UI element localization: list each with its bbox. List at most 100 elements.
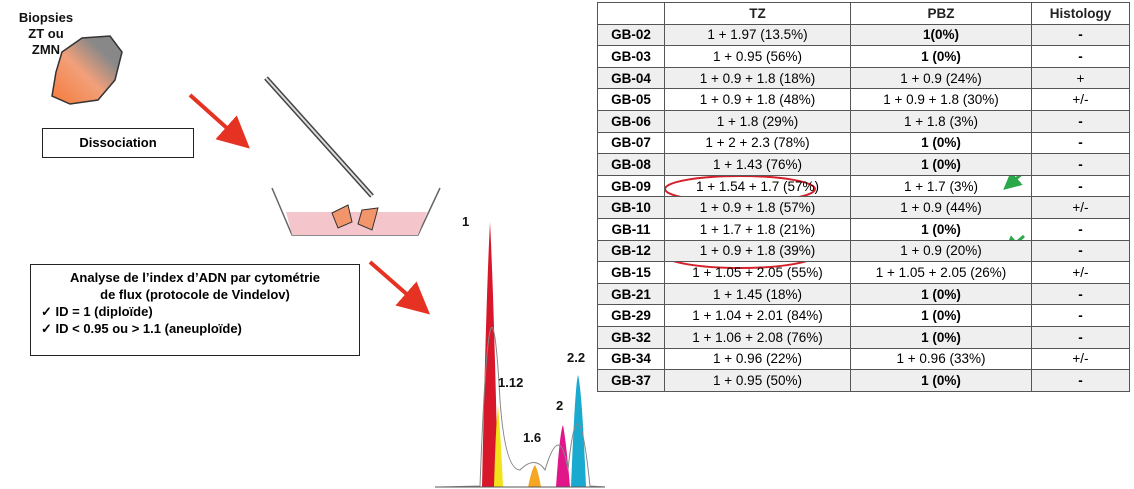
table-cell: - <box>1031 282 1130 306</box>
table-cell: 1 (0%) <box>850 325 1032 349</box>
peak <box>494 405 503 487</box>
table-row: GB-11 1 + 1.7 + 1.8 (21%) 1 (0%) - <box>597 217 1130 241</box>
table-cell: 1 + 1.05 + 2.05 (55%) <box>664 261 851 284</box>
fragment <box>331 204 353 229</box>
table-cell: 1 (0%) <box>850 282 1032 306</box>
table-cell: 1 + 1.06 + 2.08 (76%) <box>664 325 851 349</box>
table-cell: GB-08 <box>597 153 665 176</box>
table-row: GB-21 1 + 1.45 (18%) 1 (0%) - <box>597 282 1130 306</box>
table-cell: 1 (0%) <box>850 217 1032 241</box>
table-cell: 1 + 0.96 (22%) <box>664 347 851 371</box>
text: de flux (protocole de Vindelov) <box>100 287 290 302</box>
table-cell: GB-21 <box>597 282 665 306</box>
table-row: GB-03 1 + 0.95 (56%) 1 (0%) - <box>597 45 1130 68</box>
tissue <box>51 35 123 105</box>
table-cell: 1(0%) <box>850 23 1032 47</box>
peak-label: 1.6 <box>523 430 542 445</box>
table-cell: GB-11 <box>597 217 665 241</box>
analysis-box: Analyse de l’index d’ADN par cytométrie … <box>30 264 360 356</box>
text: ✓ ID < 0.95 ou > 1.1 (aneuploïde) <box>41 321 242 336</box>
biopsy-label: Biopsies ZT ou ZMN <box>16 10 76 58</box>
table-cell: GB-29 <box>597 304 665 327</box>
peak <box>528 465 541 487</box>
table-cell: 1 + 1.97 (13.5%) <box>664 23 851 47</box>
peak-label: 2 <box>556 398 564 413</box>
table-row: GB-29 1 + 1.04 + 2.01 (84%) 1 (0%) - <box>597 304 1130 327</box>
table-cell: +/- <box>1031 88 1130 111</box>
table-row: GB-12 1 + 0.9 + 1.8 (39%) 1 + 0.9 (20%) - <box>597 239 1130 263</box>
header-row: TZ PBZ Histology <box>597 2 1130 25</box>
table-cell: 1 + 0.9 + 1.8 (57%) <box>664 196 851 219</box>
column-header: PBZ <box>850 2 1032 25</box>
table-row: GB-34 1 + 0.96 (22%) 1 + 0.96 (33%) +/- <box>597 347 1130 371</box>
table-cell: GB-05 <box>597 88 665 111</box>
medium <box>286 212 427 235</box>
table-row: GB-06 1 + 1.8 (29%) 1 + 1.8 (3%) - <box>597 109 1130 133</box>
peak <box>482 222 498 487</box>
peak-label: 1.12 <box>498 375 524 390</box>
table-cell: 1 (0%) <box>850 45 1032 68</box>
table-cell: - <box>1031 153 1130 176</box>
arrow <box>368 260 431 315</box>
table-cell: 1 + 0.9 (20%) <box>850 239 1032 263</box>
results-table: TZ PBZ Histology GB-02 1 + 1.97 (13.5%) 1(0%)… <box>597 2 1130 392</box>
table-cell: 1 + 0.9 + 1.8 (18%) <box>664 66 851 90</box>
table-cell: 1 + 0.95 (50%) <box>664 369 851 392</box>
table-cell: 1 + 1.54 + 1.7 (57%) <box>664 174 851 198</box>
table-row: GB-15 1 + 1.05 + 2.05 (55%) 1 + 1.05 + 2.0… <box>597 261 1130 284</box>
table-row: GB-08 1 + 1.43 (76%) 1 (0%) - <box>597 153 1130 176</box>
table-cell: 1 + 0.9 + 1.8 (30%) <box>850 88 1032 111</box>
table-cell: 1 + 0.9 + 1.8 (39%) <box>664 239 851 263</box>
table-cell: - <box>1031 131 1130 155</box>
column-header <box>597 2 665 25</box>
table-cell: GB-32 <box>597 325 665 349</box>
fragment <box>357 207 379 231</box>
table-cell: 1 + 2 + 2.3 (78%) <box>664 131 851 155</box>
table-cell: + <box>1031 66 1130 90</box>
table-cell: - <box>1031 45 1130 68</box>
peak <box>556 425 570 487</box>
table-row: GB-02 1 + 1.97 (13.5%) 1(0%) - <box>597 23 1130 47</box>
table-cell: - <box>1031 109 1130 133</box>
table-cell: 1 (0%) <box>850 369 1032 392</box>
table-cell: GB-07 <box>597 131 665 155</box>
table-cell: 1 + 1.43 (76%) <box>664 153 851 176</box>
text: ✓ ID = 1 (diploïde) <box>41 304 153 319</box>
table-cell: 1 + 1.7 (3%) <box>850 174 1032 198</box>
table-cell: 1 + 0.9 (24%) <box>850 66 1032 90</box>
table-cell: GB-37 <box>597 369 665 392</box>
column-header: Histology <box>1031 2 1130 25</box>
table-cell: GB-06 <box>597 109 665 133</box>
table-cell: - <box>1031 304 1130 327</box>
table-row: GB-09 1 + 1.54 + 1.7 (57%) 1 + 1.7 (3%) - <box>597 174 1130 198</box>
table-cell: GB-34 <box>597 347 665 371</box>
peak <box>571 375 586 487</box>
trace <box>439 326 606 488</box>
table-cell: 1 + 1.45 (18%) <box>664 282 851 306</box>
table-cell: GB-15 <box>597 261 665 284</box>
table-cell: +/- <box>1031 196 1130 219</box>
table-cell: 1 + 1.05 + 2.05 (26%) <box>850 261 1032 284</box>
arrow <box>188 93 250 149</box>
table-cell: +/- <box>1031 347 1130 371</box>
table-cell: - <box>1031 239 1130 263</box>
pipette <box>265 77 373 197</box>
table-row: GB-07 1 + 2 + 2.3 (78%) 1 (0%) - <box>597 131 1130 155</box>
table-cell: GB-02 <box>597 23 665 47</box>
table-cell: 1 + 0.9 + 1.8 (48%) <box>664 88 851 111</box>
table-cell: - <box>1031 23 1130 47</box>
table-cell: - <box>1031 369 1130 392</box>
column-header: TZ <box>664 2 851 25</box>
table-row: GB-05 1 + 0.9 + 1.8 (48%) 1 + 0.9 + 1.8 (3… <box>597 88 1130 111</box>
table-cell: 1 (0%) <box>850 304 1032 327</box>
table-row: GB-04 1 + 0.9 + 1.8 (18%) 1 + 0.9 (24%) + <box>597 66 1130 90</box>
table-cell: 1 (0%) <box>850 131 1032 155</box>
text: Analyse de l’index d’ADN par cytométrie <box>70 270 320 285</box>
table-cell: GB-04 <box>597 66 665 90</box>
table-cell: - <box>1031 217 1130 241</box>
text: Biopsies <box>18 10 74 25</box>
table-cell: 1 + 1.04 + 2.01 (84%) <box>664 304 851 327</box>
table-cell: GB-12 <box>597 239 665 263</box>
table-cell: GB-03 <box>597 45 665 68</box>
